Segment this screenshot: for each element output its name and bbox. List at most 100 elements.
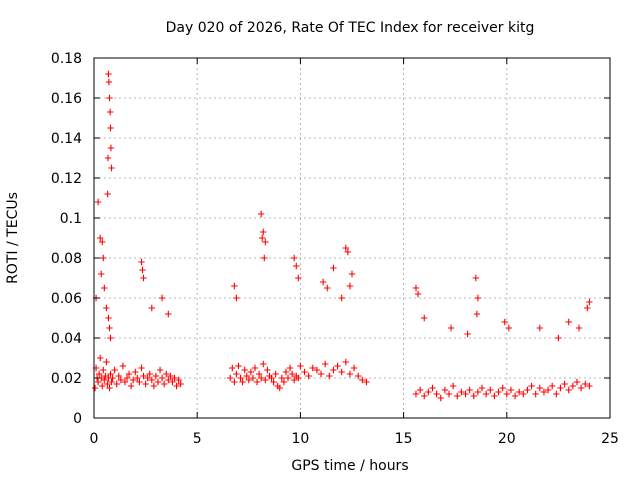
data-point (257, 210, 265, 218)
data-point (125, 370, 133, 378)
data-point (321, 360, 329, 368)
data-point (134, 374, 141, 382)
data-point (146, 370, 153, 378)
data-point (282, 368, 290, 376)
data-point (262, 238, 269, 246)
data-point (107, 334, 114, 342)
data-point (264, 366, 271, 374)
data-point (261, 254, 268, 262)
data-point (154, 378, 162, 386)
data-point (507, 386, 515, 394)
data-point (561, 380, 568, 388)
data-point (121, 378, 129, 386)
data-point (138, 258, 145, 266)
data-point (257, 374, 265, 382)
data-point (511, 392, 519, 400)
x-tick-label: 15 (395, 431, 413, 447)
data-point (96, 234, 104, 242)
data-point (100, 366, 107, 374)
data-point (501, 318, 508, 326)
data-point (354, 372, 362, 380)
data-point (520, 390, 527, 398)
data-point (482, 390, 490, 398)
data-point (241, 366, 248, 374)
data-point (478, 384, 486, 392)
data-point (94, 378, 102, 386)
data-point (297, 362, 304, 370)
data-point (569, 382, 577, 390)
data-point (295, 374, 302, 382)
data-point (536, 324, 544, 332)
data-point (441, 386, 449, 394)
data-point (346, 282, 354, 290)
data-point (108, 164, 115, 172)
data-point (295, 274, 302, 282)
data-point (158, 374, 166, 382)
data-point (330, 264, 337, 272)
data-point (565, 386, 572, 394)
data-point (416, 386, 424, 394)
data-point (253, 378, 261, 386)
data-point (454, 392, 461, 400)
data-point (169, 378, 176, 386)
data-point (91, 384, 99, 392)
data-point (106, 384, 113, 392)
data-point (586, 298, 593, 306)
data-point (175, 376, 182, 384)
data-point (495, 388, 502, 396)
data-point (95, 370, 103, 378)
data-point (532, 390, 539, 398)
data-points (91, 70, 593, 402)
data-point (346, 370, 354, 378)
data-point (130, 376, 137, 384)
data-point (586, 382, 593, 390)
y-tick-label: 0.08 (51, 251, 82, 267)
data-point (319, 278, 327, 286)
data-point (160, 380, 168, 388)
data-point (447, 324, 455, 332)
data-point (94, 198, 102, 206)
data-point (245, 376, 252, 384)
data-point (505, 324, 513, 332)
data-point (474, 388, 482, 396)
data-point (243, 372, 250, 380)
data-point (466, 386, 473, 394)
data-point (565, 318, 572, 326)
y-tick-label: 0.06 (51, 291, 82, 307)
data-point (544, 386, 552, 394)
y-tick-label: 0.04 (51, 331, 82, 347)
data-point (139, 266, 146, 274)
data-point (233, 370, 240, 378)
x-tick-label: 10 (291, 431, 309, 447)
data-point (177, 380, 184, 388)
data-point (491, 392, 498, 400)
data-point (163, 370, 170, 378)
data-point (99, 238, 106, 246)
data-point (470, 392, 477, 400)
data-point (515, 388, 523, 396)
data-point (412, 284, 420, 292)
data-point (348, 270, 356, 278)
data-point (101, 284, 108, 292)
data-point (98, 270, 105, 278)
data-point (584, 304, 591, 312)
data-point (123, 374, 131, 382)
data-point (577, 384, 585, 392)
data-point (280, 378, 288, 386)
data-point (334, 362, 341, 370)
data-point (227, 374, 234, 382)
data-point (549, 382, 556, 390)
y-tick-label: 0 (73, 411, 82, 427)
data-point (140, 372, 147, 380)
data-point (272, 370, 279, 378)
data-point (363, 378, 370, 386)
data-point (437, 394, 444, 402)
data-point (301, 368, 308, 376)
data-point (458, 388, 465, 396)
data-point (101, 376, 108, 384)
data-point (421, 392, 428, 400)
data-point (96, 354, 104, 362)
data-point (104, 154, 112, 162)
x-tick-label: 5 (193, 431, 202, 447)
data-point (148, 376, 155, 384)
